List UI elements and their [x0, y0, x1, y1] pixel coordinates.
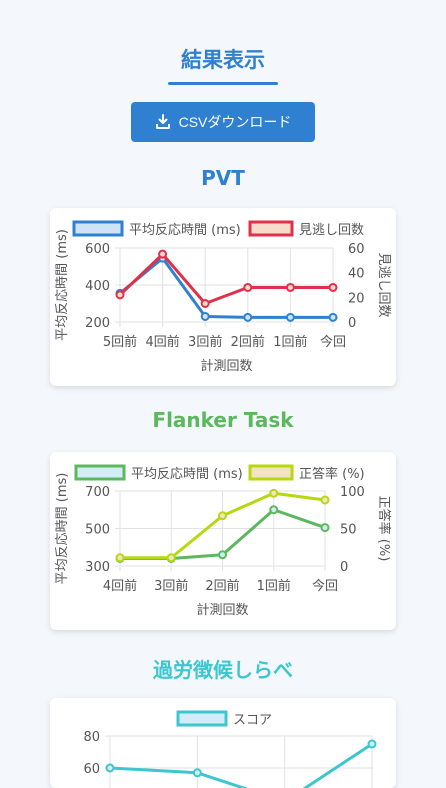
data-point: [320, 495, 330, 505]
data-point: [320, 523, 330, 533]
page-title: 結果表示: [181, 48, 265, 72]
y2-tick-label: 50: [340, 523, 357, 538]
legend-label: 平均反応時間 (ms): [129, 223, 241, 238]
y-tick-label: 700: [85, 485, 110, 500]
data-point: [269, 488, 279, 498]
legend-swatch: [176, 710, 228, 727]
fatigue-chart-card: 60 80 スコア: [50, 698, 396, 788]
x-tick-label: 2回前: [205, 578, 239, 594]
y-axis-title: 平均反応時間 (ms): [55, 473, 70, 585]
data-point: [218, 550, 227, 560]
download-icon: [155, 114, 170, 129]
flanker-chart-card: 300 500 700 4回前 3回前 2回前 1回前 今回 0 50 100 計測回数 平均反応時間 …: [50, 452, 396, 630]
fatigue-chart: 60 80 スコア: [83, 710, 377, 788]
data-point: [367, 739, 377, 749]
x-tick-label: 4回前: [103, 578, 137, 594]
legend-swatch: [74, 464, 126, 481]
legend-label: スコア: [233, 713, 272, 728]
section-title-flanker: Flanker Task: [152, 408, 294, 432]
data-point: [243, 282, 253, 292]
x-tick-label: 3回前: [188, 334, 222, 350]
y2-tick-label: 20: [348, 291, 365, 306]
csv-download-label: CSVダウンロード: [178, 114, 292, 130]
legend-label: 正答率 (%): [299, 466, 365, 482]
x-axis-title: 計測回数: [200, 358, 252, 374]
x-tick-label: 4回前: [145, 334, 179, 350]
legend-swatch: [72, 220, 124, 237]
y2-tick-label: 100: [340, 485, 365, 500]
data-point: [328, 312, 338, 322]
x-tick-label: 5回前: [103, 334, 137, 350]
csv-download-button[interactable]: CSVダウンロード: [131, 102, 315, 142]
legend-swatch: [248, 220, 294, 237]
y2-tick-label: 60: [348, 242, 365, 257]
data-point: [166, 553, 176, 563]
y2-axis-title: 見逃し回数: [376, 252, 391, 317]
x-tick-label: 1回前: [257, 578, 291, 594]
data-point: [243, 312, 253, 322]
data-point: [115, 290, 125, 300]
x-tick-label: 3回前: [154, 578, 188, 594]
data-point: [328, 282, 338, 292]
pvt-chart: 200 400 600 5回前 4回前 3回前 2回前 1回前 今回0 20 40 60 計測回数 平均反…: [55, 220, 391, 374]
y2-tick-label: 0: [348, 316, 356, 331]
x-axis-title: 計測回数: [196, 602, 248, 618]
legend-swatch: [248, 464, 294, 481]
y-axis-title: 平均反応時間 (ms): [55, 229, 70, 341]
legend-label: 見逃し回数: [299, 223, 364, 238]
data-point: [115, 553, 125, 563]
x-tick-label: 今回: [312, 578, 338, 594]
y-tick-label: 400: [85, 279, 110, 294]
section-title-pvt: PVT: [201, 166, 245, 190]
y-tick-label: 80: [83, 730, 100, 745]
data-point: [192, 768, 202, 778]
y2-axis-title: 正答率 (%): [376, 496, 392, 562]
data-point: [105, 763, 115, 773]
y-tick-label: 600: [85, 242, 110, 257]
section-title-fatigue: 過労徴候しらべ: [153, 658, 293, 682]
pvt-chart-card: 200 400 600 5回前 4回前 3回前 2回前 1回前 今回 0 20 40 60 計測回数 平均反…: [50, 208, 396, 386]
title-underline: [168, 82, 278, 85]
y2-tick-label: 40: [348, 267, 365, 282]
series-line: [109, 742, 373, 788]
flanker-chart: 300 500 700 4回前 3回前 2回前 1回前 今回0 50 100 計測回数 平均反応時間 …: [55, 464, 392, 618]
y2-tick-label: 0: [340, 560, 348, 575]
data-point: [200, 299, 210, 308]
y-tick-label: 500: [85, 523, 110, 538]
y-tick-label: 300: [85, 560, 110, 575]
data-point: [269, 505, 279, 515]
data-point: [218, 511, 227, 521]
x-tick-label: 2回前: [231, 334, 265, 350]
data-point: [285, 282, 295, 292]
data-point: [158, 249, 168, 259]
data-point: [200, 311, 210, 321]
series-line: [118, 252, 333, 305]
data-point: [285, 312, 295, 322]
y-tick-label: 60: [83, 762, 100, 777]
x-tick-label: 今回: [320, 334, 346, 350]
y-tick-label: 200: [85, 316, 110, 331]
x-tick-label: 1回前: [273, 334, 307, 350]
legend-label: 平均反応時間 (ms): [131, 467, 243, 482]
series-line: [119, 256, 333, 319]
